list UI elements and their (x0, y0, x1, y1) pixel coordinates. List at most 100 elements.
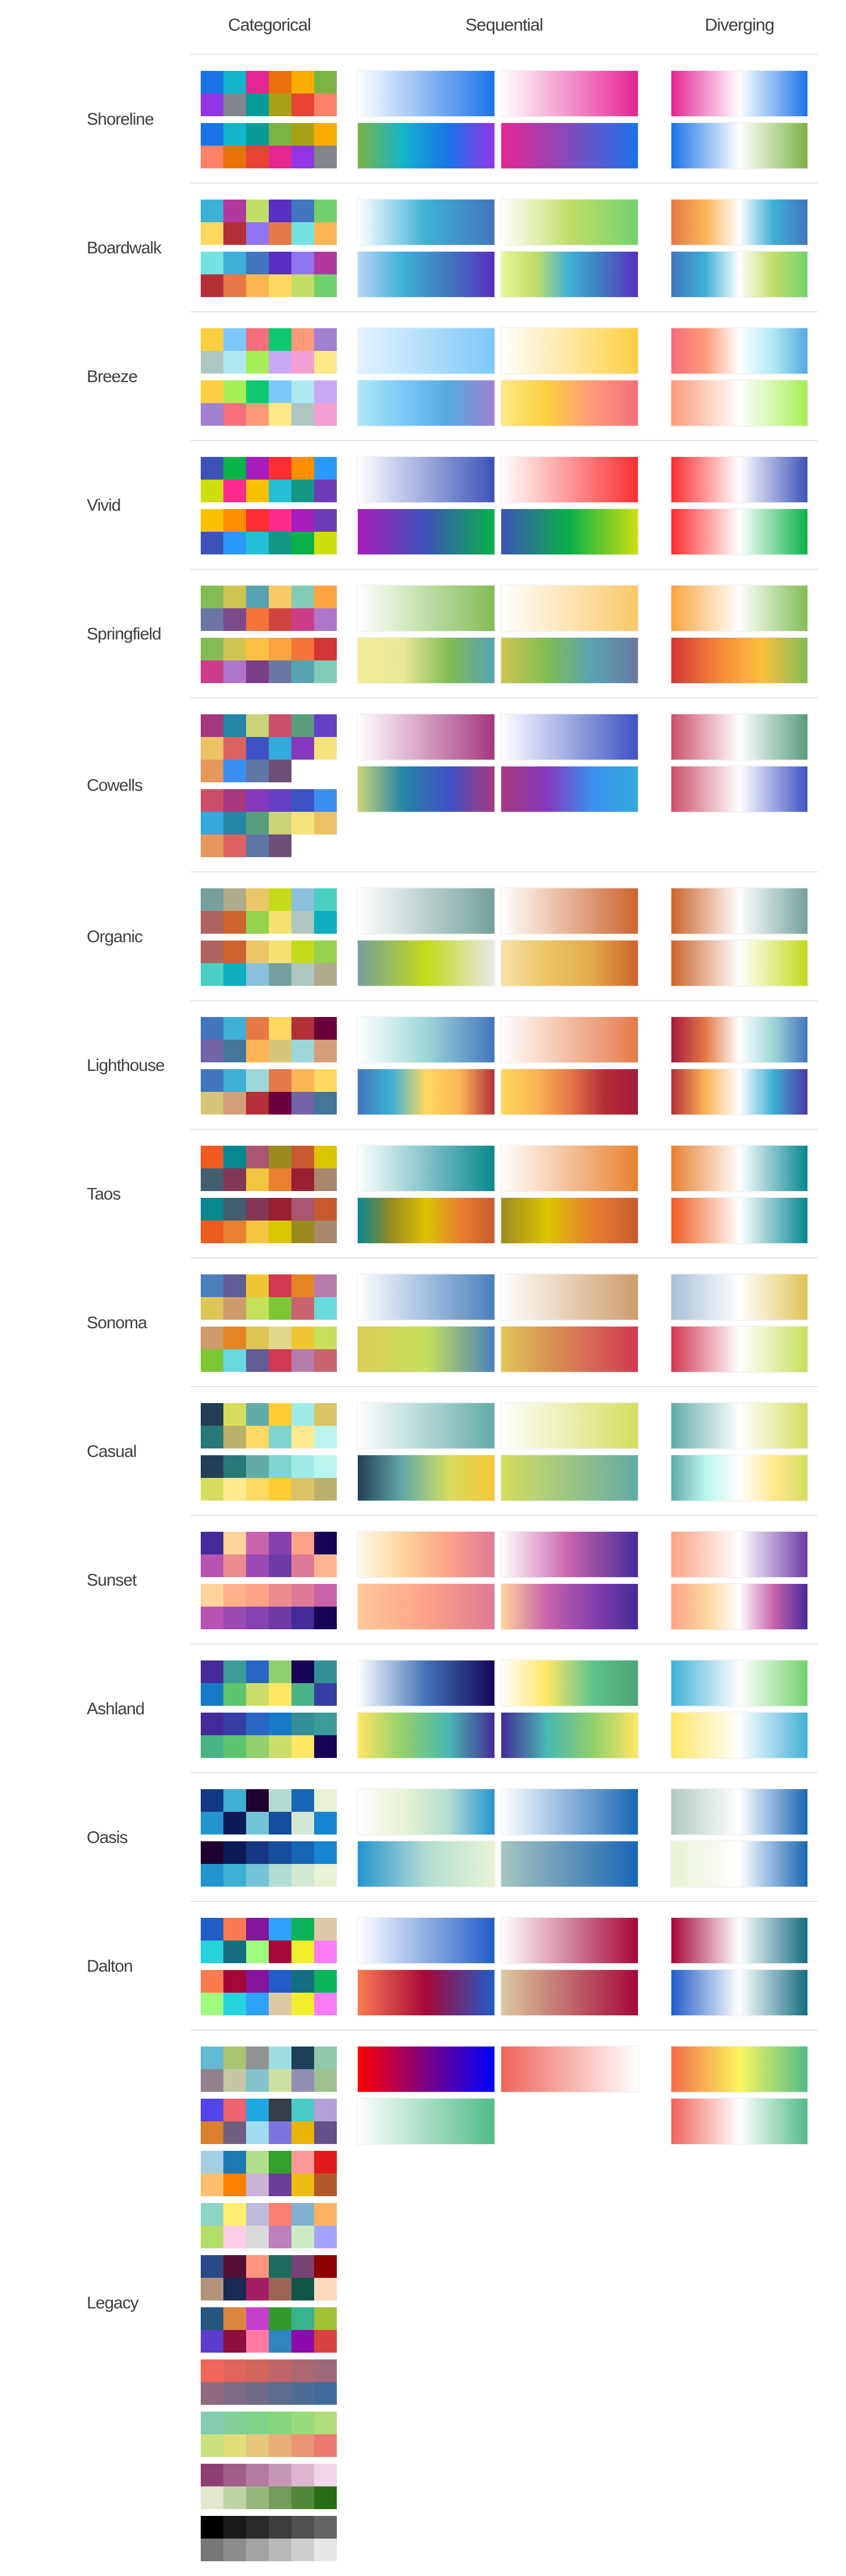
color-cell[interactable] (314, 1941, 337, 1963)
color-cell[interactable] (291, 1274, 314, 1297)
color-cell[interactable] (201, 608, 223, 631)
categorical-swatch[interactable] (201, 2151, 337, 2196)
categorical-swatch[interactable] (201, 1327, 337, 1372)
color-cell[interactable] (314, 2203, 337, 2226)
color-cell[interactable] (314, 1403, 337, 1426)
color-cell[interactable] (269, 2382, 291, 2405)
color-cell[interactable] (269, 888, 291, 911)
color-cell[interactable] (201, 940, 223, 963)
diverging-gradient[interactable] (671, 638, 807, 683)
color-cell[interactable] (223, 457, 246, 480)
diverging-gradient[interactable] (671, 380, 807, 426)
color-cell[interactable] (314, 2226, 337, 2248)
color-cell[interactable] (314, 2151, 337, 2174)
color-cell[interactable] (201, 1812, 223, 1834)
color-cell[interactable] (269, 1970, 291, 1993)
color-cell[interactable] (291, 2121, 314, 2144)
color-cell[interactable] (201, 1017, 223, 1040)
color-cell[interactable] (291, 1017, 314, 1040)
color-cell[interactable] (291, 1970, 314, 1993)
color-cell[interactable] (314, 1660, 337, 1683)
color-cell[interactable] (269, 1841, 291, 1864)
color-cell[interactable] (291, 940, 314, 963)
color-cell[interactable] (246, 2330, 269, 2353)
categorical-swatch[interactable] (201, 1660, 337, 1706)
diverging-gradient[interactable] (671, 940, 807, 986)
color-cell[interactable] (223, 1327, 246, 1349)
color-cell[interactable] (246, 1554, 269, 1577)
color-cell[interactable] (201, 1993, 223, 2015)
color-cell[interactable] (269, 1812, 291, 1834)
color-cell[interactable] (269, 940, 291, 963)
color-cell[interactable] (291, 2539, 314, 2561)
color-cell[interactable] (201, 834, 223, 857)
color-cell[interactable] (269, 737, 291, 760)
color-cell[interactable] (314, 608, 337, 631)
color-cell[interactable] (246, 457, 269, 480)
sequential-gradient[interactable] (358, 1198, 494, 1243)
color-cell[interactable] (314, 714, 337, 737)
sequential-gradient[interactable] (501, 1532, 638, 1577)
color-cell[interactable] (246, 1941, 269, 1963)
color-cell[interactable] (223, 1735, 246, 1758)
color-cell[interactable] (269, 222, 291, 245)
color-cell[interactable] (201, 1683, 223, 1706)
color-cell[interactable] (223, 200, 246, 222)
sequential-gradient[interactable] (358, 457, 494, 502)
sequential-gradient[interactable] (358, 638, 494, 683)
color-cell[interactable] (246, 1017, 269, 1040)
color-cell[interactable] (269, 608, 291, 631)
color-cell[interactable] (246, 509, 269, 532)
color-cell[interactable] (201, 457, 223, 480)
color-cell[interactable] (223, 2121, 246, 2144)
color-cell[interactable] (291, 1713, 314, 1735)
color-cell[interactable] (246, 888, 269, 911)
color-cell[interactable] (291, 638, 314, 660)
color-cell[interactable] (291, 2203, 314, 2226)
color-cell[interactable] (246, 2382, 269, 2405)
color-cell[interactable] (246, 2434, 269, 2457)
color-cell[interactable] (269, 1478, 291, 1501)
color-cell[interactable] (246, 1993, 269, 2015)
color-cell[interactable] (201, 1789, 223, 1812)
color-cell[interactable] (314, 457, 337, 480)
color-cell[interactable] (223, 714, 246, 737)
categorical-swatch[interactable] (201, 2255, 337, 2300)
color-cell[interactable] (269, 1789, 291, 1812)
color-cell[interactable] (246, 2203, 269, 2226)
color-cell[interactable] (201, 1198, 223, 1221)
sequential-gradient[interactable] (501, 1789, 638, 1834)
color-cell[interactable] (201, 1532, 223, 1554)
color-cell[interactable] (246, 123, 269, 146)
sequential-gradient[interactable] (501, 586, 638, 631)
color-cell[interactable] (291, 1221, 314, 1243)
color-cell[interactable] (314, 1168, 337, 1191)
color-cell[interactable] (314, 1426, 337, 1448)
color-cell[interactable] (201, 1941, 223, 1963)
sequential-gradient[interactable] (501, 1327, 638, 1372)
color-cell[interactable] (246, 403, 269, 426)
color-cell[interactable] (223, 2539, 246, 2561)
color-cell[interactable] (246, 1221, 269, 1243)
categorical-swatch[interactable] (201, 328, 337, 374)
color-cell[interactable] (246, 1327, 269, 1349)
categorical-swatch[interactable] (201, 888, 337, 934)
color-cell[interactable] (201, 380, 223, 403)
color-cell[interactable] (246, 660, 269, 683)
color-cell[interactable] (223, 638, 246, 660)
color-cell[interactable] (314, 1146, 337, 1168)
color-cell[interactable] (291, 2412, 314, 2434)
color-cell[interactable] (201, 1040, 223, 1062)
color-cell[interactable] (291, 252, 314, 274)
color-cell[interactable] (269, 812, 291, 834)
color-cell[interactable] (246, 1455, 269, 1478)
color-cell[interactable] (246, 1841, 269, 1864)
color-cell[interactable] (314, 328, 337, 351)
categorical-swatch[interactable] (201, 2203, 337, 2248)
categorical-swatch[interactable] (201, 1789, 337, 1834)
color-cell[interactable] (269, 2151, 291, 2174)
color-cell[interactable] (246, 789, 269, 812)
color-cell[interactable] (201, 1607, 223, 1629)
color-cell[interactable] (223, 2278, 246, 2300)
sequential-gradient[interactable] (501, 2047, 638, 2092)
